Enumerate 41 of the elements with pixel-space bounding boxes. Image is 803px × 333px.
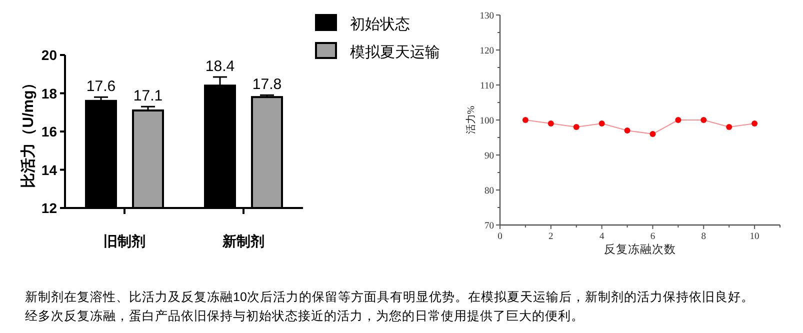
y-tick-label: 100 <box>480 116 494 126</box>
point <box>650 131 656 137</box>
x-tick-label: 4 <box>599 232 604 242</box>
point <box>573 124 580 130</box>
y-tick-label: 70 <box>484 222 494 232</box>
x-tick-label: 10 <box>750 232 760 242</box>
x-axis-title: 反复冻融次数 <box>604 242 676 256</box>
y-tick-label: 120 <box>480 46 494 56</box>
legend-label: 模拟夏天运输 <box>350 44 440 61</box>
x-tick-label: 0 <box>498 232 503 242</box>
point <box>522 117 528 123</box>
y-tick-label: 14 <box>41 162 58 178</box>
point <box>700 117 707 123</box>
y-tick-label: 12 <box>41 200 58 216</box>
y-tick-label: 130 <box>480 12 494 22</box>
y-tick-label: 80 <box>484 186 494 196</box>
point <box>598 120 605 126</box>
y-tick-label: 18 <box>41 85 58 102</box>
x-tick-label: 新制剂 <box>222 233 264 249</box>
point <box>675 117 682 123</box>
x-tick-label: 6 <box>650 232 656 242</box>
data-label: 17.6 <box>86 78 116 96</box>
y-axis-title: 比活力（U/mg） <box>20 75 37 188</box>
text: 经多次反复冻融，蛋白产品依旧保持与初始状态接近的活力，为您的日常使用提供了巨大的便利。 <box>25 309 584 323</box>
point <box>624 128 630 134</box>
data-label: 17.8 <box>252 76 282 94</box>
y-tick-label: 16 <box>41 124 58 140</box>
y-tick-label: 90 <box>484 152 494 162</box>
text: 新制剂在复溶性、比活力及反复冻融10次后活力的保留等方面具有明显优势。在模拟夏天运输后，新制剂的活力保持依旧良好。 <box>25 289 754 304</box>
point <box>726 124 732 130</box>
data-label: 17.1 <box>133 88 163 105</box>
legend-label: 初始状态 <box>350 16 410 33</box>
point <box>752 120 758 126</box>
x-tick-label: 旧制剂 <box>104 233 146 249</box>
data-label: 18.4 <box>205 58 235 75</box>
y-tick-label: 110 <box>480 82 494 92</box>
y-tick-label: 20 <box>41 47 58 63</box>
x-tick-label: 2 <box>548 232 554 242</box>
y-axis-title: 活力% <box>465 106 477 134</box>
x-tick-label: 8 <box>701 232 706 242</box>
point <box>548 120 554 126</box>
